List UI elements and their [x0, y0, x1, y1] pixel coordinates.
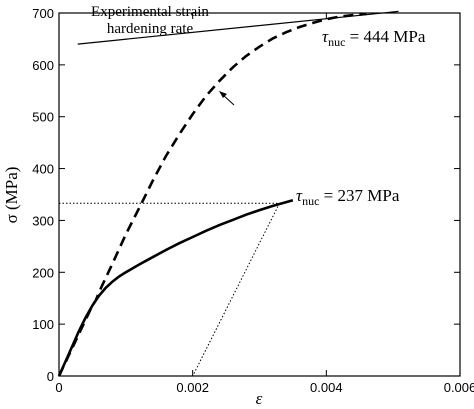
x-tick-label: 0.002 [176, 380, 209, 395]
x-axis-label: ε [256, 389, 263, 408]
tau-444-label: τnuc = 444 MPa [322, 27, 426, 49]
y-tick-label: 0 [47, 369, 54, 384]
y-tick-label: 200 [32, 265, 54, 280]
y-tick-label: 400 [32, 162, 54, 177]
x-tick-label: 0.006 [444, 380, 474, 395]
tau-237-value: = 237 MPa [319, 186, 399, 205]
curve-tau-237 [57, 198, 294, 377]
tau-237-label: τnuc = 237 MPa [296, 186, 400, 208]
curve-tau-444 [57, 12, 367, 377]
experimental-hardening-line [77, 10, 399, 45]
x-tick-label: 0.004 [310, 380, 343, 395]
y-axis-label: σ (MPa) [2, 167, 21, 224]
x-tick-label: 0 [55, 380, 62, 395]
experimental-label-line1: Experimental strain [91, 4, 209, 20]
y-tick-label: 700 [32, 6, 54, 21]
tau-237-symbol: τ [296, 186, 303, 205]
y-tick-label: 600 [32, 58, 54, 73]
tau-444-subscript: nuc [328, 35, 345, 49]
y-tick-label: 500 [32, 110, 54, 125]
plot-border [58, 12, 461, 377]
tau-237-subscript: nuc [302, 194, 319, 208]
y-tick-label: 100 [32, 317, 54, 332]
axes-frame [58, 12, 461, 377]
y-tick-label: 300 [32, 213, 54, 228]
tau-444-symbol: τ [322, 27, 329, 46]
tau-444-value: = 444 MPa [345, 27, 425, 46]
dotted-guide-line [59, 202, 281, 377]
ticks: 0 0.002 0.004 0.006 0 100 200 300 400 500 600 700 [32, 6, 474, 395]
arrow-annotation [219, 91, 235, 106]
experimental-label-line2: hardening rate [107, 21, 194, 37]
